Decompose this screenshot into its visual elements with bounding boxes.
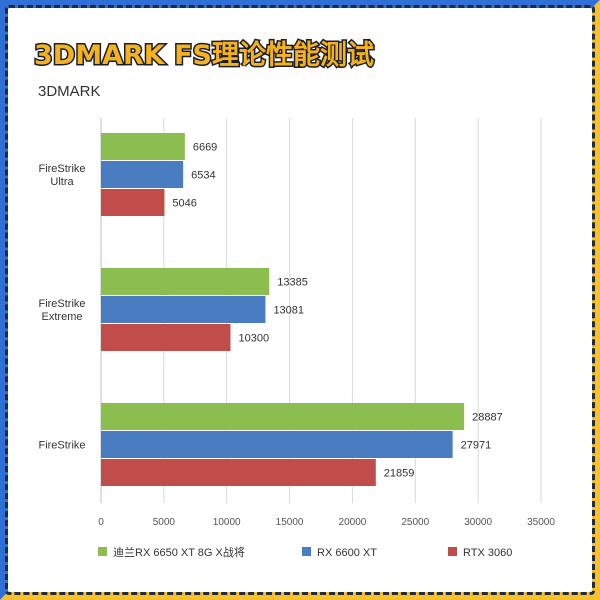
x-tick-label: 30000 xyxy=(464,517,492,528)
chart-title: 3DMARK xyxy=(38,83,101,100)
category-label: FireStrike xyxy=(38,163,85,175)
data-label: 6534 xyxy=(191,170,215,182)
category-label: Extreme xyxy=(42,311,83,323)
legend-swatch xyxy=(98,547,107,556)
x-tick-label: 10000 xyxy=(213,517,241,528)
x-tick-label: 15000 xyxy=(276,517,304,528)
x-tick-label: 20000 xyxy=(339,517,367,528)
bar xyxy=(101,268,270,295)
bar xyxy=(101,161,184,188)
x-tick-label: 0 xyxy=(98,517,104,528)
data-label: 6669 xyxy=(193,142,217,154)
data-label: 13385 xyxy=(277,277,308,289)
data-label: 13081 xyxy=(273,305,304,317)
legend-swatch xyxy=(448,547,457,556)
x-tick-label: 5000 xyxy=(153,517,176,528)
category-label: FireStrike xyxy=(38,440,85,452)
legend-label: RTX 3060 xyxy=(463,547,512,559)
x-tick-label: 35000 xyxy=(527,517,555,528)
data-label: 28887 xyxy=(472,412,503,424)
category-label: Ultra xyxy=(50,176,74,188)
page-title: 3DMARK FS理论性能测试 xyxy=(34,39,374,71)
data-label: 5046 xyxy=(172,198,196,210)
bar xyxy=(101,189,165,216)
legend-label: RX 6600 XT xyxy=(317,547,377,559)
data-label: 27971 xyxy=(461,440,492,452)
bar xyxy=(101,296,266,323)
category-label: FireStrike xyxy=(38,298,85,310)
legend-label: 迪兰RX 6650 XT 8G X战将 xyxy=(113,546,245,559)
bar xyxy=(101,403,465,430)
bar xyxy=(101,431,453,458)
bar xyxy=(101,459,376,486)
bar xyxy=(101,324,231,351)
legend-swatch xyxy=(302,547,311,556)
bar xyxy=(101,133,185,160)
data-label: 10300 xyxy=(238,333,269,345)
x-tick-label: 25000 xyxy=(401,517,429,528)
data-label: 21859 xyxy=(384,468,415,480)
